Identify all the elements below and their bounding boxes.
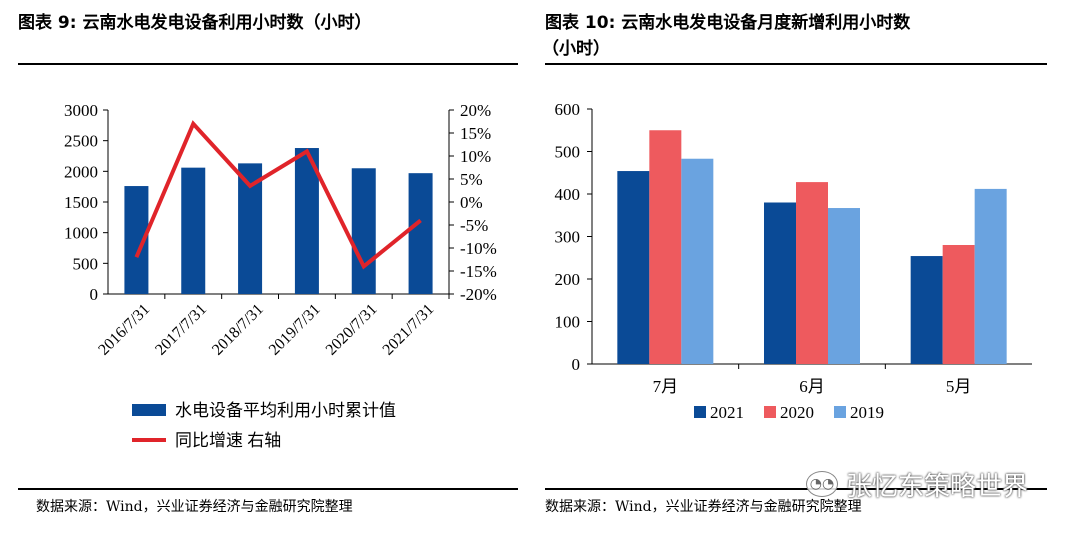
right-y-tick-label: 0% [460, 193, 483, 212]
right-chart-y-tick-label: 0 [572, 355, 581, 374]
bar-2020 [942, 245, 975, 364]
legend-label-line: 同比增速 右轴 [175, 431, 281, 450]
left-source-note: 数据来源：Wind，兴业证券经济与金融研究院整理 [36, 499, 353, 515]
bar-utilization-hours [408, 173, 433, 294]
x-tick-label: 2021/7/31 [380, 301, 438, 359]
right-chart-x-tick-label: 5月 [946, 377, 972, 396]
legend-swatch-2020 [764, 406, 776, 418]
left-y-tick-label: 2500 [64, 132, 98, 151]
right-y-tick-label: -10% [460, 239, 497, 258]
right-chart-y-tick-label: 400 [555, 185, 581, 204]
legend-swatch-2019 [834, 406, 846, 418]
right-source-note: 数据来源：Wind，兴业证券经济与金融研究院整理 [545, 499, 862, 515]
bar-2019 [974, 188, 1007, 364]
watermark-text: 张忆东策略世界 [846, 471, 1029, 502]
legend-label-2019: 2019 [850, 403, 884, 422]
watermark: ◔◔ 张忆东策略世界 [806, 466, 1028, 502]
left-y-tick-label: 1500 [64, 193, 98, 212]
left-source-rule [18, 488, 518, 490]
right-y-tick-label: 10% [460, 147, 491, 166]
left-y-tick-label: 500 [73, 254, 99, 273]
bar-2019 [828, 208, 860, 364]
right-chart-y-tick-label: 300 [555, 228, 581, 247]
right-chart-title-line1: 图表 10: 云南水电发电设备月度新增利用小时数 [545, 13, 911, 33]
bar-2020 [796, 182, 828, 364]
left-chart-title: 图表 9: 云南水电发电设备利用小时数（小时） [18, 13, 372, 33]
right-source-rule [545, 488, 1047, 490]
bar-utilization-hours [351, 168, 376, 294]
legend-label-2021: 2021 [710, 403, 744, 422]
x-tick-label: 2017/7/31 [152, 301, 210, 359]
left-y-tick-label: 1000 [64, 224, 98, 243]
legend-label-2020: 2020 [780, 403, 814, 422]
legend-swatch-bar [132, 404, 166, 416]
x-tick-label: 2020/7/31 [323, 301, 381, 359]
right-chart-y-tick-label: 600 [555, 100, 581, 119]
bar-2021 [910, 256, 943, 364]
right-y-tick-label: 5% [460, 170, 483, 189]
x-tick-label: 2018/7/31 [209, 301, 267, 359]
right-y-tick-label: 15% [460, 124, 491, 143]
right-y-tick-label: 20% [460, 101, 491, 120]
bar-utilization-hours [181, 167, 206, 294]
line-yoy-growth [134, 120, 422, 270]
right-y-tick-label: -15% [460, 262, 497, 281]
left-y-tick-label: 0 [90, 285, 99, 304]
legend-swatch-2021 [694, 406, 706, 418]
right-y-tick-label: -5% [460, 216, 488, 235]
left-y-tick-label: 2000 [64, 162, 98, 181]
bar-2021 [617, 171, 650, 364]
left-title-rule [18, 63, 518, 65]
legend-label-bar: 水电设备平均利用小时累计值 [175, 401, 396, 420]
right-title-rule [545, 63, 1047, 65]
right-y-tick-label: -20% [460, 285, 497, 304]
x-tick-label: 2016/7/31 [95, 301, 153, 359]
bar-2020 [649, 130, 682, 364]
right-chart-y-tick-label: 100 [555, 313, 581, 332]
right-chart-y-tick-label: 200 [555, 270, 581, 289]
bar-utilization-hours [124, 186, 149, 294]
bar-utilization-hours [238, 163, 263, 294]
right-chart-x-tick-label: 6月 [799, 377, 825, 396]
wechat-icon: ◔◔ [806, 471, 838, 497]
bar-2019 [681, 158, 714, 364]
x-tick-label: 2019/7/31 [266, 301, 324, 359]
left-y-tick-label: 3000 [64, 101, 98, 120]
right-chart-x-tick-label: 7月 [653, 377, 679, 396]
bar-2021 [764, 202, 796, 364]
right-chart-title-line2: （小时） [542, 39, 610, 59]
right-chart-y-tick-label: 500 [555, 143, 581, 162]
bar-utilization-hours [294, 148, 319, 294]
